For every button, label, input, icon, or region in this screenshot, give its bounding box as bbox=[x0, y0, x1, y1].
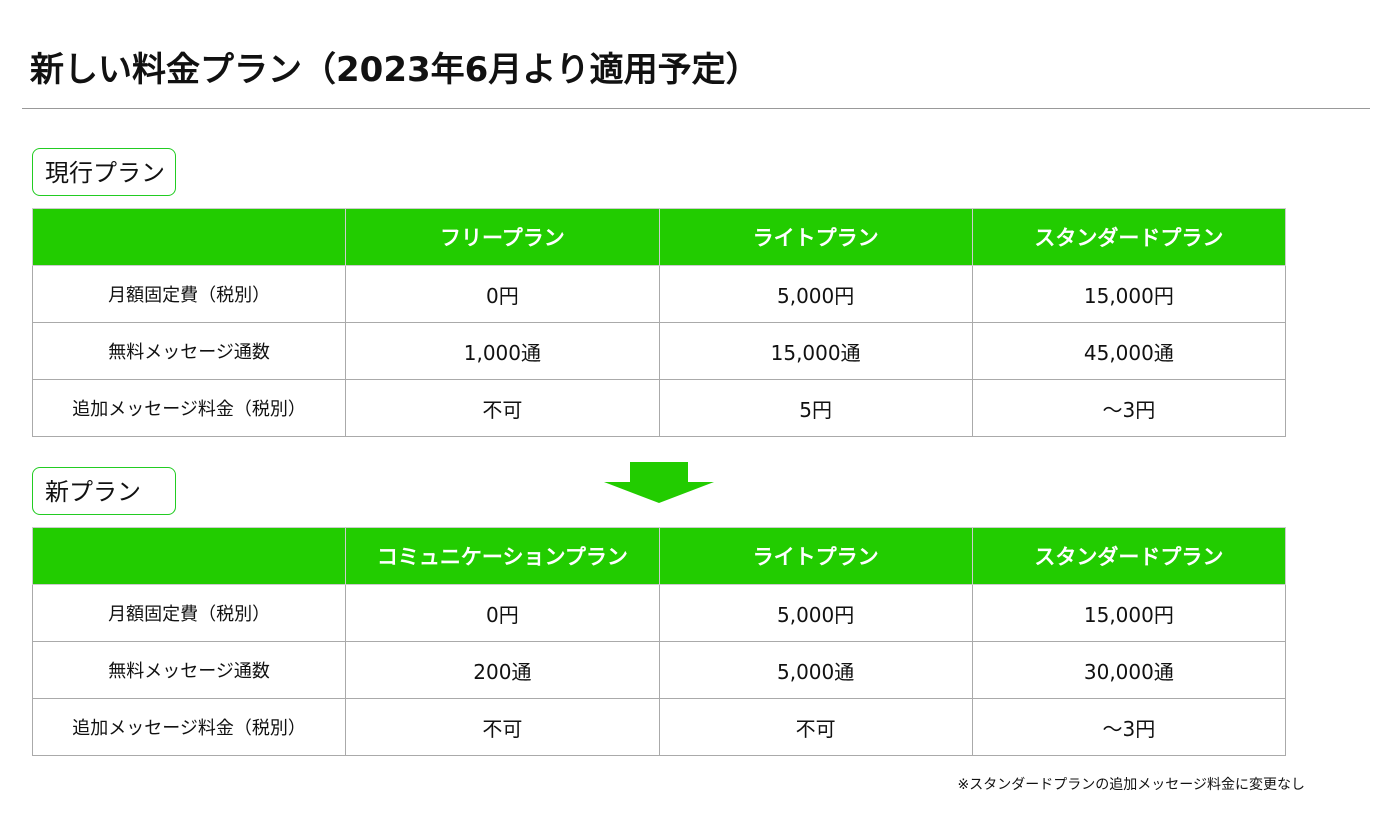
header-cell: ライトプラン bbox=[658, 208, 973, 266]
table-row: 追加メッセージ料金（税別） 不可 5円 ～3円 bbox=[31, 379, 1287, 437]
value-cell: 5円 bbox=[658, 379, 973, 437]
value-cell: 0円 bbox=[345, 265, 660, 323]
value-cell: 不可 bbox=[345, 379, 660, 437]
table-row: 無料メッセージ通数 200通 5,000通 30,000通 bbox=[31, 641, 1287, 699]
row-label: 無料メッセージ通数 bbox=[31, 641, 347, 699]
header-cell: スタンダードプラン bbox=[971, 527, 1287, 585]
value-cell: 45,000通 bbox=[971, 322, 1287, 380]
header-cell bbox=[31, 208, 347, 266]
row-label: 月額固定費（税別） bbox=[31, 265, 347, 323]
table-row: 月額固定費（税別） 0円 5,000円 15,000円 bbox=[31, 265, 1287, 323]
header-cell: フリープラン bbox=[345, 208, 660, 266]
header-cell: コミュニケーションプラン bbox=[345, 527, 660, 585]
row-label: 月額固定費（税別） bbox=[31, 584, 347, 642]
section-label: 新プラン bbox=[32, 467, 176, 515]
value-cell: ～3円 bbox=[971, 698, 1287, 756]
value-cell: 不可 bbox=[658, 698, 973, 756]
value-cell: 5,000円 bbox=[658, 584, 973, 642]
section-label: 現行プラン bbox=[32, 148, 176, 196]
row-label: 追加メッセージ料金（税別） bbox=[31, 698, 347, 756]
divider bbox=[22, 108, 1370, 109]
plan-table: フリープラン ライトプラン スタンダードプラン 月額固定費（税別） 0円 5,000円 15… bbox=[31, 208, 1287, 437]
value-cell: 5,000通 bbox=[658, 641, 973, 699]
footnote: ※スタンダードプランの追加メッセージ料金に変更なし bbox=[957, 777, 1305, 793]
page-title: 新しい料金プラン（2023年6月より適用予定） bbox=[30, 50, 760, 90]
row-label: 追加メッセージ料金（税別） bbox=[31, 379, 347, 437]
arrow-down bbox=[604, 462, 714, 503]
value-cell: 0円 bbox=[345, 584, 660, 642]
value-cell: 不可 bbox=[345, 698, 660, 756]
value-cell: 15,000通 bbox=[658, 322, 973, 380]
header-cell: ライトプラン bbox=[658, 527, 973, 585]
plan-table: コミュニケーションプラン ライトプラン スタンダードプラン 月額固定費（税別） 0円 5,… bbox=[31, 527, 1287, 756]
value-cell: 200通 bbox=[345, 641, 660, 699]
table-row: 無料メッセージ通数 1,000通 15,000通 45,000通 bbox=[31, 322, 1287, 380]
value-cell: 1,000通 bbox=[345, 322, 660, 380]
value-cell: 30,000通 bbox=[971, 641, 1287, 699]
header-cell bbox=[31, 527, 347, 585]
value-cell: 5,000円 bbox=[658, 265, 973, 323]
value-cell: 15,000円 bbox=[971, 584, 1287, 642]
header-cell: スタンダードプラン bbox=[971, 208, 1287, 266]
table-row: 追加メッセージ料金（税別） 不可 不可 ～3円 bbox=[31, 698, 1287, 756]
row-label: 無料メッセージ通数 bbox=[31, 322, 347, 380]
header-row: コミュニケーションプラン ライトプラン スタンダードプラン bbox=[31, 527, 1287, 585]
value-cell: 15,000円 bbox=[971, 265, 1287, 323]
table-row: 月額固定費（税別） 0円 5,000円 15,000円 bbox=[31, 584, 1287, 642]
value-cell: ～3円 bbox=[971, 379, 1287, 437]
header-row: フリープラン ライトプラン スタンダードプラン bbox=[31, 208, 1287, 266]
